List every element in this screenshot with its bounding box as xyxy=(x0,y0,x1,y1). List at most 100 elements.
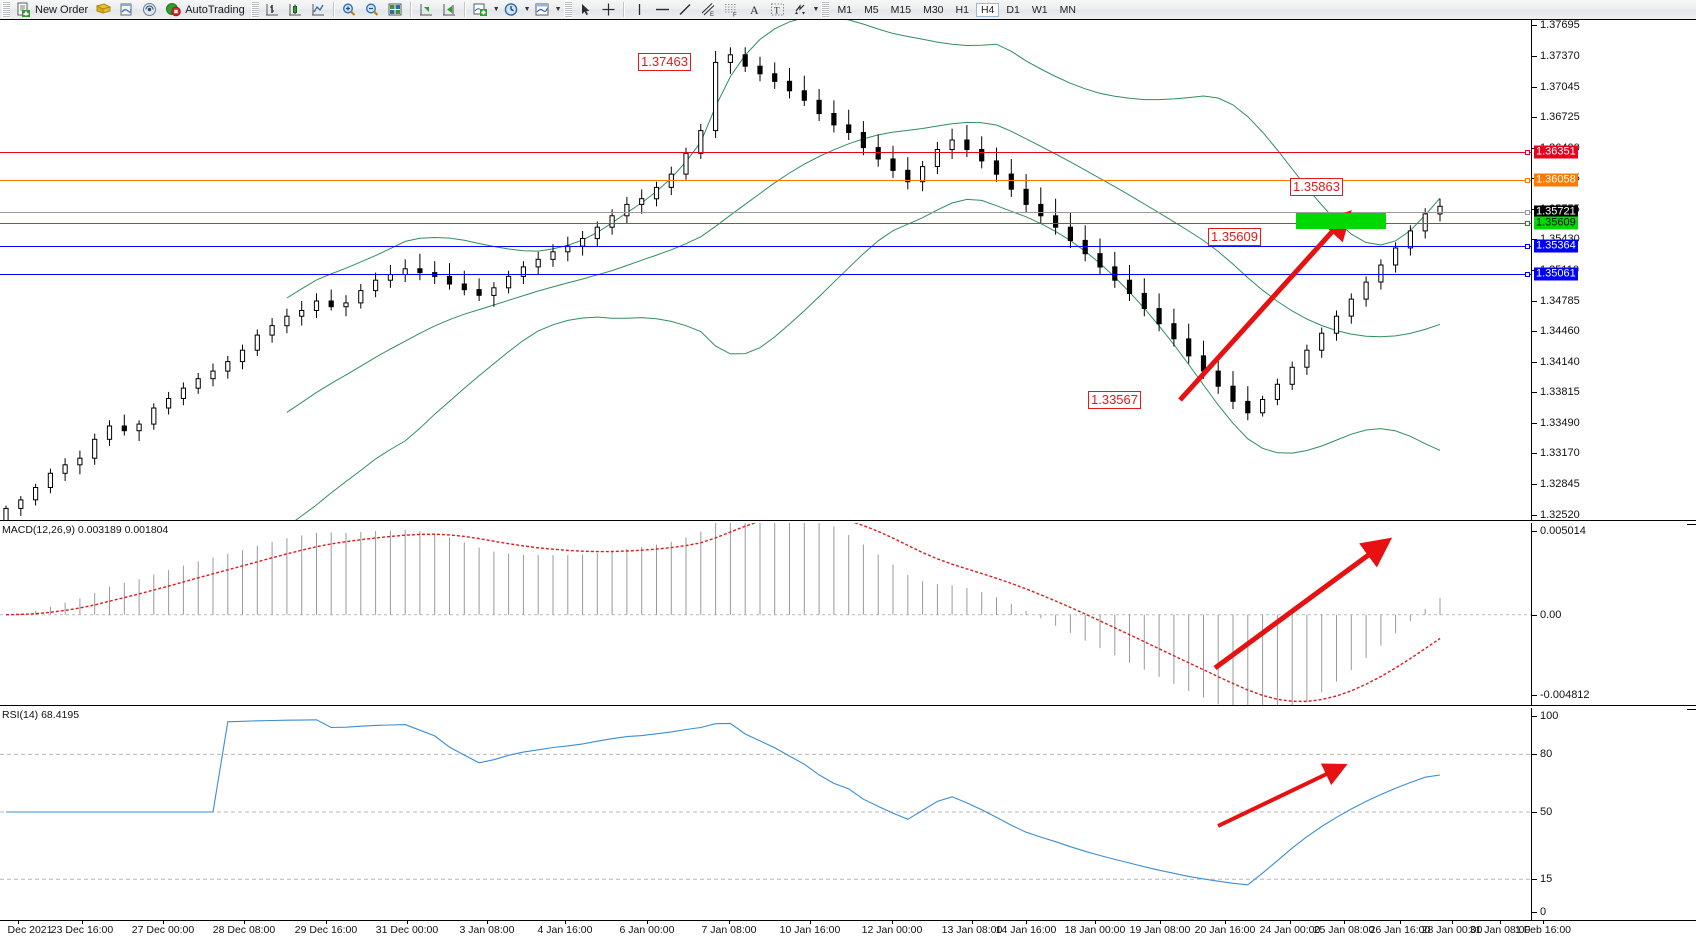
price-level-line-1.35721[interactable] xyxy=(0,211,1531,213)
price-level-handle-1.36058[interactable] xyxy=(1525,178,1530,183)
horizontal-line-button[interactable] xyxy=(651,1,674,19)
price-badge-1.35364[interactable]: 1.35364 xyxy=(1534,239,1578,253)
svg-text:A: A xyxy=(750,3,759,17)
price-level-handle-1.35721[interactable] xyxy=(1525,209,1530,215)
rsi-tick xyxy=(1532,812,1537,813)
timeframe-group: M1 M5 M15 M30 H1 H4 D1 W1 MN xyxy=(831,2,1081,17)
price-tick-label: 1.36725 xyxy=(1540,110,1580,123)
price-tick xyxy=(1532,515,1537,516)
templates-dropdown-caret[interactable]: ▼ xyxy=(554,6,562,13)
target-label[interactable]: 1.35863 xyxy=(1290,178,1343,196)
toolbar-grip-charts[interactable] xyxy=(250,1,259,18)
vertical-line-button[interactable] xyxy=(628,1,651,19)
text-label-button[interactable]: T xyxy=(766,1,789,19)
price-pane[interactable]: 1.37463 1.35863 1.35609 1.33567 xyxy=(0,20,1531,520)
price-tick xyxy=(1532,116,1537,118)
new-order-button[interactable]: New Order xyxy=(12,1,92,19)
price-tick-label: 1.34785 xyxy=(1540,294,1580,307)
zoom-out-button[interactable] xyxy=(361,1,384,19)
arrows-dropdown-caret[interactable]: ▼ xyxy=(812,6,820,13)
templates-button[interactable] xyxy=(531,1,554,19)
toolbar-grip-timeframes[interactable] xyxy=(821,1,830,18)
toolbar-grip-tools[interactable] xyxy=(563,1,572,18)
price-level-line-1.35061[interactable] xyxy=(0,274,1531,276)
price-level-handle-1.35061[interactable] xyxy=(1525,272,1530,278)
time-tick xyxy=(729,921,730,924)
price-level-handle-1.35609[interactable] xyxy=(1525,220,1530,226)
toolbar-separator-4 xyxy=(622,2,625,17)
period-button[interactable] xyxy=(500,1,523,19)
time-tick xyxy=(1543,921,1544,924)
timeframe-h1[interactable]: H1 xyxy=(955,3,969,16)
swing-low-label[interactable]: 1.33567 xyxy=(1088,391,1141,409)
timeframe-w1[interactable]: W1 xyxy=(1031,3,1048,16)
crosshair-button[interactable] xyxy=(597,1,620,19)
price-level-line-1.35609[interactable] xyxy=(0,222,1531,224)
price-level-line-1.35364[interactable] xyxy=(0,245,1531,247)
price-level-line-1.36058[interactable] xyxy=(0,180,1531,181)
rsi-pane[interactable] xyxy=(0,708,1531,920)
time-tick xyxy=(1400,921,1401,924)
timeframe-m15[interactable]: M15 xyxy=(890,3,912,16)
price-level-handle-1.35364[interactable] xyxy=(1525,243,1530,249)
grid-icon xyxy=(388,3,402,16)
rsi-tick xyxy=(1532,912,1537,913)
price-scale[interactable]: 1.376951.373701.370451.367251.364001.360… xyxy=(1531,19,1687,521)
price-badge-1.36351[interactable]: 1.36351 xyxy=(1534,145,1578,159)
chart-canvas[interactable]: GBPUSD-,H4 1.35831 1.35851 1.35676 1.357… xyxy=(0,19,1696,942)
bar-chart-button[interactable] xyxy=(261,1,284,19)
price-badge-1.35061[interactable]: 1.35061 xyxy=(1534,267,1578,281)
timeframe-m30[interactable]: M30 xyxy=(923,3,944,16)
time-tick xyxy=(1095,921,1096,924)
macd-scale[interactable]: 0.005014 0.00 -0.004812 xyxy=(1531,523,1687,705)
rsi-chart-svg xyxy=(0,719,1531,886)
line-chart-button[interactable] xyxy=(307,1,330,19)
indicators-button[interactable] xyxy=(469,1,492,19)
price-badge-1.35609[interactable]: 1.35609 xyxy=(1534,216,1578,229)
zoom-in-button[interactable] xyxy=(338,1,361,19)
price-level-handle-1.36351[interactable] xyxy=(1525,150,1530,156)
metaeditor-button[interactable] xyxy=(115,1,138,19)
price-tick-label: 1.32520 xyxy=(1540,509,1580,521)
timeframe-m1[interactable]: M1 xyxy=(837,3,853,16)
timeframe-mn[interactable]: MN xyxy=(1059,3,1076,16)
price-level-line-1.36351[interactable] xyxy=(0,152,1531,154)
timeframe-d1[interactable]: D1 xyxy=(1006,3,1020,16)
fibonacci-button[interactable]: F xyxy=(720,1,743,19)
arrows-button[interactable] xyxy=(789,1,812,19)
price-trend-arrow[interactable] xyxy=(0,20,1531,520)
entry-label[interactable]: 1.35609 xyxy=(1208,228,1261,246)
signals-button[interactable] xyxy=(138,1,161,19)
indicators-dropdown-caret[interactable]: ▼ xyxy=(492,6,500,13)
time-axis-label: 31 Jan 08:00 xyxy=(1469,924,1531,936)
text-button[interactable]: A xyxy=(743,1,766,19)
price-tick xyxy=(1532,25,1537,26)
timeframe-m5[interactable]: M5 xyxy=(864,3,879,16)
tile-windows-button[interactable] xyxy=(384,1,407,19)
price-badge-1.35721[interactable]: 1.35721 xyxy=(1534,205,1578,219)
timeframe-h4[interactable]: H4 xyxy=(975,2,1000,17)
price-tick xyxy=(1532,484,1537,486)
chart-shift-icon xyxy=(419,4,432,16)
macd-label: MACD(12,26,9) 0.003189 0.001804 xyxy=(2,524,169,536)
shift-end-button[interactable] xyxy=(415,1,438,19)
macd-pane[interactable] xyxy=(0,523,1531,705)
time-axis[interactable]: Dec 2021 23 Dec 16:00 27 Dec 00:00 28 Dec 0… xyxy=(0,920,1696,941)
period-dropdown-caret[interactable]: ▼ xyxy=(523,6,531,13)
price-badge-1.36058[interactable]: 1.36058 xyxy=(1534,173,1578,187)
time-axis-label: 10 Jan 16:00 xyxy=(779,924,841,936)
swing-high-label[interactable]: 1.37463 xyxy=(638,53,691,71)
rsi-scale[interactable]: 100 80 50 15 0 xyxy=(1531,708,1687,920)
cursor-button[interactable] xyxy=(574,1,597,19)
entry-zone-rectangle[interactable] xyxy=(1296,212,1386,229)
auto-scroll-button[interactable] xyxy=(438,1,461,19)
candlestick-chart-button[interactable] xyxy=(284,1,307,19)
trendline-button[interactable] xyxy=(674,1,697,19)
rsi-label: RSI(14) 68.4195 xyxy=(2,709,80,721)
time-axis-label: 28 Dec 08:00 xyxy=(212,924,276,936)
autotrading-button[interactable]: AutoTrading xyxy=(161,1,249,19)
toolbar-grip[interactable] xyxy=(2,1,10,18)
equidistant-channel-button[interactable]: E xyxy=(697,1,720,19)
time-axis-label: 6 Jan 00:00 xyxy=(619,924,675,936)
expert-advisors-button[interactable] xyxy=(92,1,115,19)
